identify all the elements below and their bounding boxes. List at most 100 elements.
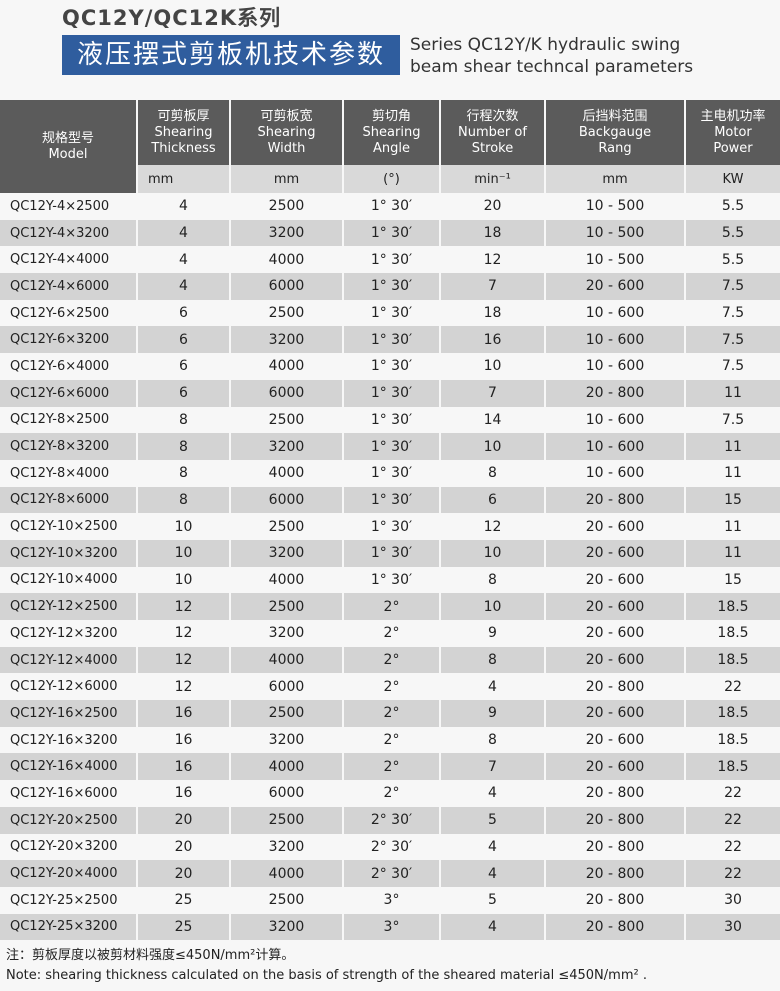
table-cell: 2500 <box>230 593 344 620</box>
header-row: 规格型号 Model 可剪板厚 Shearing Thickness 可剪板宽 Sheari… <box>0 100 780 193</box>
model-cell: QC12Y-10×3200 <box>0 539 138 567</box>
table-cell: 22 <box>685 806 780 834</box>
table-cell: 4000 <box>230 459 344 487</box>
table-cell: 6 <box>137 299 231 327</box>
table-cell: 3200 <box>230 913 344 941</box>
column-header: 剪切角 Shearing Angle <box>343 100 441 165</box>
table-row: QC12Y-8×6000 8 6000 1° 30′ 6 20 - 800 15 <box>0 486 780 514</box>
table-cell: 4 <box>137 219 231 247</box>
table-cell: 10 - 600 <box>545 353 686 380</box>
table-cell: 5 <box>440 886 546 914</box>
table-cell: 5.5 <box>721 198 745 215</box>
table-cell: 10 - 500 <box>545 246 686 274</box>
model-cell: QC12Y-16×2500 <box>0 700 138 727</box>
model-cell: QC12Y-8×4000 <box>0 459 138 487</box>
table-cell: 2° <box>343 646 441 674</box>
model-cell: QC12Y-16×3200 <box>0 726 138 754</box>
table-cell: 1° 30′ <box>343 566 441 594</box>
column-header: 后挡料范围 Backgauge Rang <box>545 100 686 165</box>
unit: mm <box>230 165 344 193</box>
table-cell: 16 <box>137 780 231 807</box>
table-cell: 20 - 800 <box>545 379 686 407</box>
table-cell: 20 <box>137 806 231 834</box>
table-cell: 1° 30′ <box>343 539 441 567</box>
model-cell: QC12Y-12×4000 <box>0 646 138 674</box>
unit: mm <box>137 165 231 193</box>
en-title: Series QC12Y/K hydraulic swing beam shear… <box>410 34 693 78</box>
column-header-line: Shearing <box>154 124 213 140</box>
en-title-line: Series QC12Y/K hydraulic swing <box>410 35 681 55</box>
table-cell: 30 <box>724 892 742 909</box>
table-cell: 5 <box>440 806 546 834</box>
column-header-line: Power <box>713 140 753 156</box>
table-row: QC12Y-16×4000 16 4000 2° 7 20 - 600 18.5 <box>0 753 780 781</box>
table-cell: 10 <box>440 539 546 567</box>
table-cell: 7.5 <box>721 411 745 428</box>
table-cell: 1° 30′ <box>343 219 441 247</box>
table-cell: 4000 <box>230 246 344 274</box>
table-row: QC12Y-4×6000 4 6000 1° 30′ 7 20 - 600 7.5 <box>0 273 780 300</box>
table-row: QC12Y-20×4000 20 4000 2° 30′ 4 20 - 800 22 <box>0 860 780 887</box>
model-cell: QC12Y-20×3200 <box>0 833 138 861</box>
table-row: QC12Y-10×2500 10 2500 1° 30′ 12 20 - 600 11 <box>0 513 780 540</box>
table-cell: 22 <box>724 838 742 855</box>
table-cell: 20 - 600 <box>545 726 686 754</box>
table-cell: 10 - 500 <box>545 219 686 247</box>
table-cell: 4 <box>440 780 546 807</box>
table-cell: 20 - 800 <box>545 806 686 834</box>
table-cell: 10 <box>137 513 231 540</box>
table-cell: 4 <box>440 673 546 701</box>
table-cell: 8 <box>440 646 546 674</box>
column-header-line: 主电机功率 <box>700 108 766 124</box>
table-row: QC12Y-12×4000 12 4000 2° 8 20 - 600 18.5 <box>0 646 780 674</box>
column-header-line: Shearing <box>257 124 316 140</box>
table-cell: 4 <box>137 193 231 220</box>
table-row: QC12Y-4×4000 4 4000 1° 30′ 12 10 - 500 5.5 <box>0 246 780 274</box>
table-cell: 20 - 600 <box>545 273 686 300</box>
table-cell: 9 <box>440 700 546 727</box>
table-cell: 6000 <box>230 273 344 300</box>
table-cell: 22 <box>724 785 742 802</box>
table-cell: 6000 <box>230 673 344 701</box>
model-cell: QC12Y-4×4000 <box>0 246 138 274</box>
table-cell: 9 <box>440 620 546 647</box>
column-header-line: Number of <box>458 124 527 140</box>
table-cell: 2° <box>343 780 441 807</box>
table-cell: 3200 <box>230 833 344 861</box>
table-cell: 3200 <box>230 726 344 754</box>
column-header: 可剪板厚 Shearing Thickness <box>137 100 231 165</box>
model-cell: QC12Y-20×2500 <box>0 806 138 834</box>
model-cell: QC12Y-6×6000 <box>0 379 138 407</box>
table-cell: 4000 <box>230 860 344 887</box>
table-row: QC12Y-20×3200 20 3200 2° 30′ 4 20 - 800 22 <box>0 833 780 861</box>
model-cell: QC12Y-10×2500 <box>0 513 138 540</box>
table-cell: 18 <box>440 299 546 327</box>
table-cell: 20 - 800 <box>545 860 686 887</box>
table-cell: 15 <box>724 571 742 588</box>
table-cell: 20 - 800 <box>545 780 686 807</box>
note: 注：剪板厚度以被剪材料强度≤450N/mm²计算。 <box>6 948 295 963</box>
table-row: QC12Y-10×4000 10 4000 1° 30′ 8 20 - 600 15 <box>0 566 780 594</box>
table-cell: 1° 30′ <box>343 326 441 354</box>
table-cell: 20 - 600 <box>545 620 686 647</box>
table-row: QC12Y-6×2500 6 2500 1° 30′ 18 10 - 600 7.5 <box>0 299 780 327</box>
table-cell: 4 <box>137 273 231 300</box>
column-header: 可剪板宽 Shearing Width <box>230 100 344 165</box>
table-cell: 5.5 <box>721 251 745 268</box>
table-row: QC12Y-25×3200 25 3200 3° 4 20 - 800 30 <box>0 913 780 941</box>
table-cell: 10 - 600 <box>545 459 686 487</box>
table-cell: 6 <box>137 353 231 380</box>
table-cell: 11 <box>685 379 780 407</box>
table-cell: 14 <box>440 406 546 434</box>
table-cell: 16 <box>137 700 231 727</box>
table-cell: 8 <box>440 566 546 594</box>
column-header-line: 行程次数 <box>466 108 519 124</box>
table-row: QC12Y-16×2500 16 2500 2° 9 20 - 600 18.5 <box>0 700 780 727</box>
table-cell: 2° <box>343 620 441 647</box>
table-cell: 8 <box>137 433 231 460</box>
table-cell: 6000 <box>230 379 344 407</box>
en-title-line: beam shear techncal parameters <box>410 57 694 77</box>
model-cell: QC12Y-8×2500 <box>0 406 138 434</box>
table-cell: 15 <box>685 486 780 514</box>
